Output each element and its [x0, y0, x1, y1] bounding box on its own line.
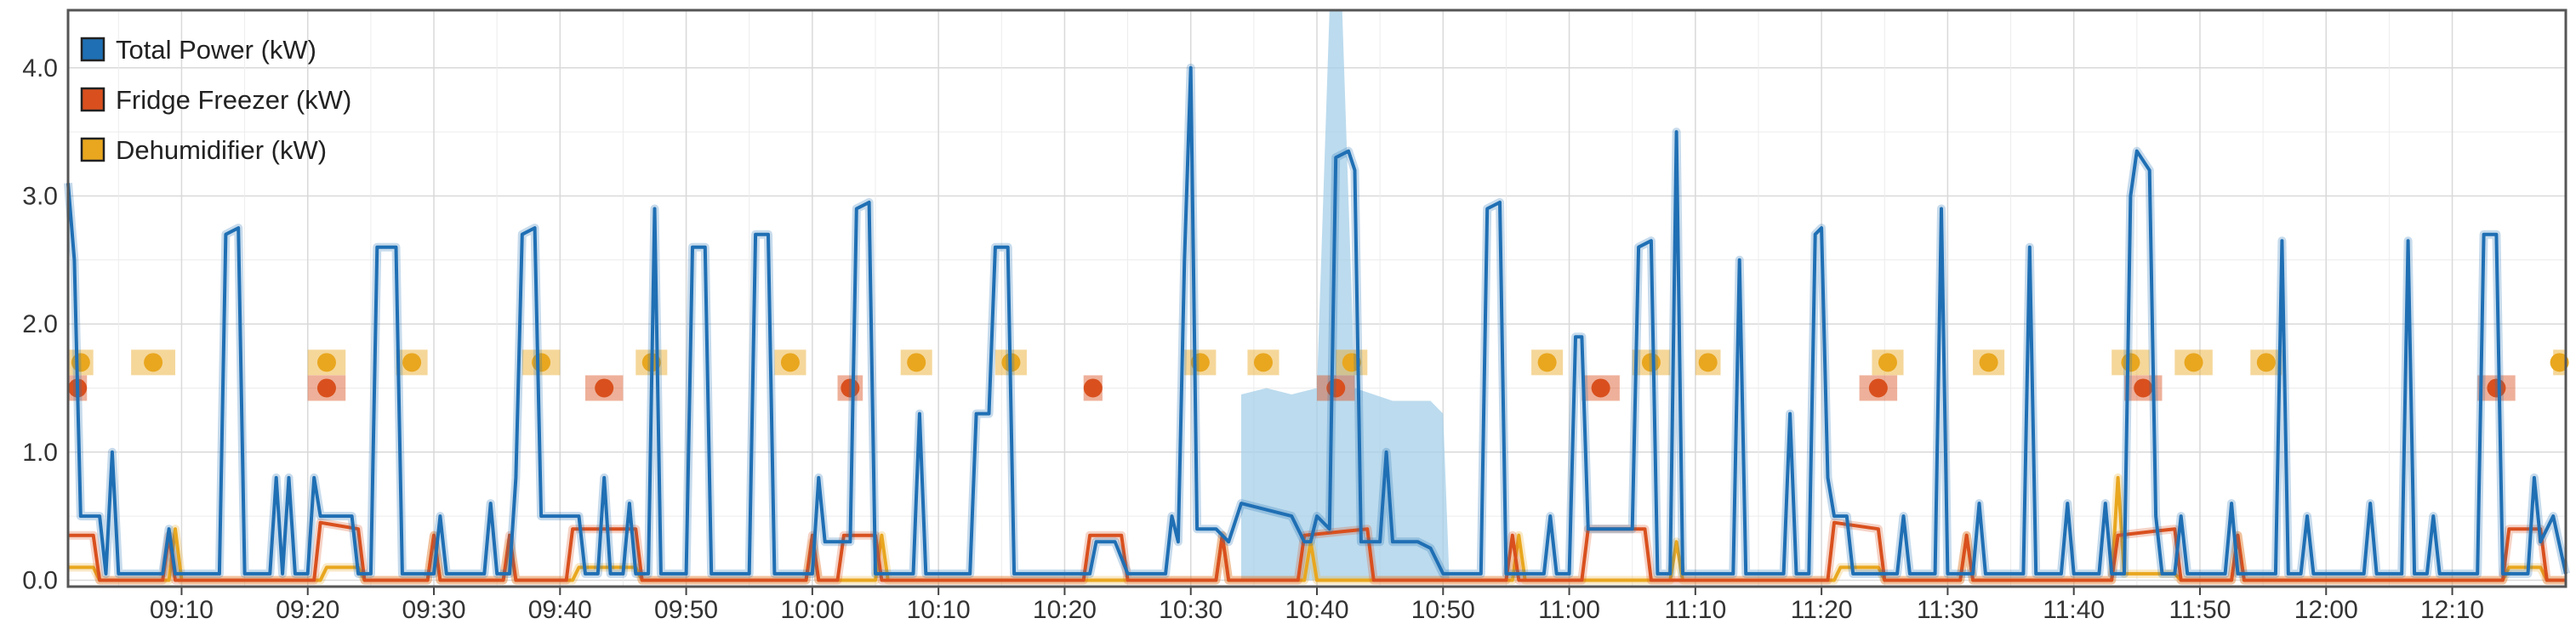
- dehumidifier-event-dot: [2121, 353, 2140, 372]
- dehumidifier-event-dot: [2550, 353, 2569, 372]
- y-tick-label: 4.0: [22, 54, 58, 82]
- fridge-freezer-line: [68, 520, 2566, 582]
- legend-label-dehum: Dehumidifier (kW): [116, 135, 327, 165]
- x-tick-label: 09:30: [402, 596, 465, 624]
- legend-swatch-fridge: [80, 87, 105, 112]
- legend-swatch-total: [80, 37, 105, 62]
- fridge-event-dot: [1083, 378, 1103, 398]
- fridge-event-dot: [1868, 378, 1888, 398]
- fridge-event-dot: [2487, 378, 2506, 398]
- y-tick-label: 0.0: [22, 566, 58, 594]
- dehumidifier-event-dot: [316, 353, 336, 372]
- dehumidifier-event-dot: [2184, 353, 2203, 372]
- x-tick-label: 11:30: [1917, 596, 1979, 624]
- y-tick-label: 2.0: [22, 310, 58, 338]
- x-tick-label: 09:10: [150, 596, 214, 624]
- total-power-uncertainty-band: [1241, 10, 1450, 581]
- x-tick-label: 11:00: [1538, 596, 1600, 624]
- x-tick-label: 11:40: [2043, 596, 2105, 624]
- legend-label-fridge: Fridge Freezer (kW): [116, 85, 351, 115]
- legend-label-total: Total Power (kW): [116, 35, 316, 65]
- dehumidifier-event-dot: [1979, 353, 1998, 372]
- dehumidifier-event-dot: [1641, 353, 1661, 372]
- dehumidifier-event-dot: [2256, 353, 2276, 372]
- x-tick-label: 11:50: [2169, 596, 2231, 624]
- axes: 0.0 1.0 2.0 3.0 4.0 09:10 09:20 09:30 09:40 09:50…: [22, 9, 2567, 624]
- dehumidifier-event-dot: [907, 353, 926, 372]
- y-tick-label: 3.0: [22, 182, 58, 210]
- dehumidifier-event-dot: [402, 353, 422, 372]
- x-tick-label: 11:10: [1664, 596, 1726, 624]
- series-lines: [64, 63, 2570, 585]
- dehumidifier-event-dot: [780, 353, 800, 372]
- x-tick-label: 10:00: [780, 596, 844, 624]
- x-tick-label: 09:20: [276, 596, 339, 624]
- x-tick-label: 09:50: [654, 596, 718, 624]
- dehumidifier-event-dot: [1878, 353, 1897, 372]
- x-tick-label: 12:10: [2420, 596, 2484, 624]
- fridge-event-dot: [2134, 378, 2153, 398]
- dehumidifier-event-dot: [1253, 353, 1273, 372]
- x-tick-label: 10:10: [907, 596, 971, 624]
- fridge-event-dot: [316, 378, 336, 398]
- total-power-line: [66, 65, 2567, 576]
- x-tick-label: 10:30: [1159, 596, 1222, 624]
- fridge-event-dot: [595, 378, 614, 398]
- legend: Total Power (kW) Fridge Freezer (kW) Dehum…: [80, 35, 351, 165]
- x-tick-label: 11:20: [1791, 596, 1853, 624]
- uncertainty-band: [1241, 10, 1450, 581]
- plot-frame: [66, 9, 2567, 588]
- x-tick-label: 12:00: [2294, 596, 2358, 624]
- y-tick-label: 1.0: [22, 439, 58, 467]
- legend-swatch-dehum: [80, 137, 105, 162]
- x-tick-label: 10:50: [1411, 596, 1475, 624]
- dehumidifier-event-dot: [1537, 353, 1557, 372]
- x-tick-label: 10:20: [1033, 596, 1097, 624]
- x-tick-label: 10:40: [1285, 596, 1348, 624]
- x-tick-label: 09:40: [528, 596, 592, 624]
- dehumidifier-event-dot: [144, 353, 163, 372]
- dehumidifier-event-dot: [1698, 353, 1718, 372]
- fridge-event-dot: [1591, 378, 1610, 398]
- event-markers: [68, 349, 2569, 401]
